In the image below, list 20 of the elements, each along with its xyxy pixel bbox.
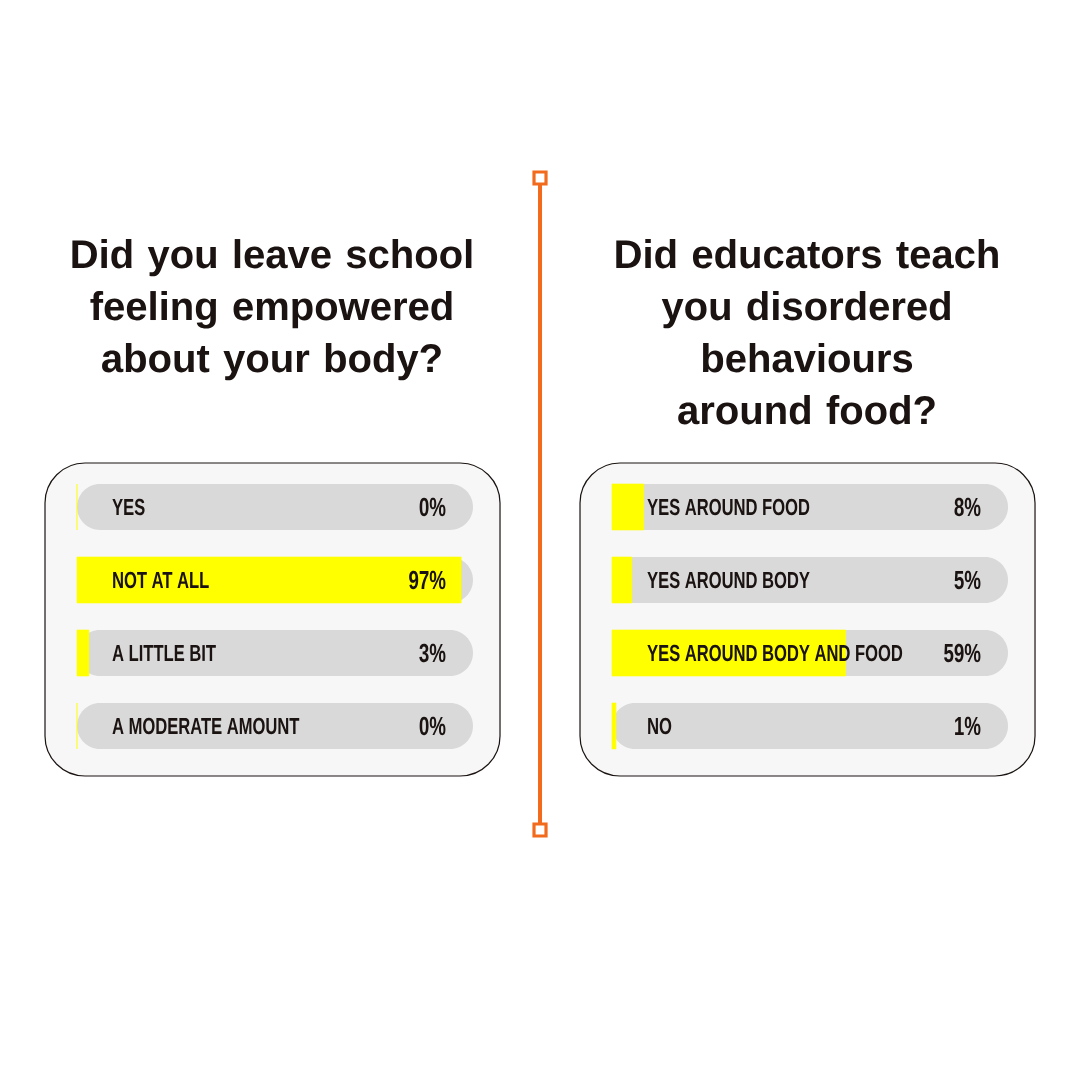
data-label: 0% (419, 497, 446, 517)
data-label: 3% (419, 643, 446, 663)
y-tick-label: NOT AT ALL (113, 571, 209, 589)
y-tick-label: A LITTLE BIT (112, 645, 216, 661)
y-tick-label: YES (112, 498, 145, 516)
y-tick-label: NO (648, 717, 672, 735)
bar (611, 556, 633, 604)
y-tick-label: A MODERATE AMOUNT (112, 717, 300, 735)
data-label: 59% (944, 643, 981, 663)
data-label: 5% (954, 570, 981, 590)
data-label: 8% (954, 497, 981, 517)
chart-title: Did educators teach you disordered behaviours around food? (616, 239, 998, 425)
bar (611, 483, 644, 531)
data-label: 97% (409, 570, 446, 590)
y-tick-label: YES AROUND FOOD (647, 498, 810, 516)
data-label: 0% (419, 716, 446, 736)
bar (611, 702, 617, 750)
chart-title: Did you leave school feeling empowered about your body? (72, 239, 472, 381)
y-tick-label: YES AROUND BODY (647, 571, 810, 589)
data-label: 1% (955, 716, 981, 736)
